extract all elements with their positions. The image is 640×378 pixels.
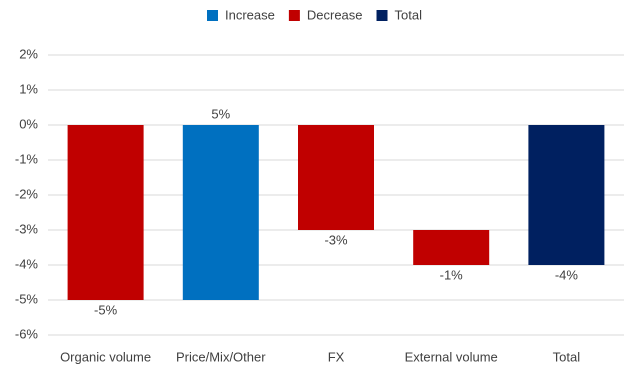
x-tick-label: FX [328, 349, 345, 364]
value-label: -3% [324, 232, 348, 247]
legend-label: Total [395, 7, 423, 22]
bar [67, 125, 144, 300]
y-tick-label: -6% [15, 326, 39, 341]
y-tick-label: -4% [15, 256, 39, 271]
legend-swatch [376, 10, 388, 21]
y-tick-label: -5% [15, 291, 39, 306]
value-label: -5% [94, 302, 118, 317]
y-tick-label: 0% [19, 116, 38, 131]
legend-swatch [207, 10, 218, 21]
legend-label: Decrease [307, 7, 363, 22]
value-label: -4% [555, 267, 579, 282]
legend-label: Increase [225, 7, 275, 22]
y-tick-label: -2% [15, 186, 39, 201]
x-tick-label: Price/Mix/Other [176, 349, 266, 364]
y-tick-label: 1% [19, 81, 38, 96]
y-tick-label: 2% [19, 46, 38, 61]
x-tick-label: Organic volume [60, 349, 151, 364]
y-tick-label: -3% [15, 221, 39, 236]
bar [413, 230, 490, 265]
bar [298, 125, 374, 230]
x-tick-label: External volume [405, 349, 498, 364]
value-label: -1% [440, 267, 464, 282]
y-tick-label: -1% [15, 151, 39, 166]
value-label: 5% [211, 106, 230, 121]
bar [528, 125, 605, 265]
x-tick-label: Total [553, 349, 581, 364]
bar [182, 125, 259, 300]
legend-swatch [288, 10, 300, 21]
